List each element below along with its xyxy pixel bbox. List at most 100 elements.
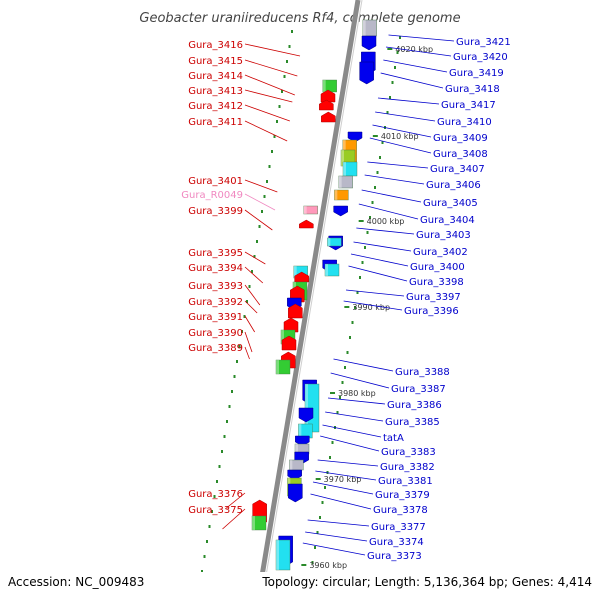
tick-mark-left — [221, 450, 223, 453]
tick-mark-right — [324, 486, 326, 489]
gene-block-shine — [327, 238, 331, 246]
gene-label-left: Gura_3413 — [188, 86, 243, 97]
kbp-label: 3980 kbp — [338, 389, 376, 398]
kbp-label: 4010 kbp — [381, 132, 419, 141]
forward-gene-arrow — [283, 317, 299, 333]
gene-label-left: Gura_3389 — [188, 343, 243, 354]
reverse-gene-arrow — [347, 131, 363, 143]
gene-label-left: Gura_3401 — [188, 176, 243, 187]
tick-mark-left — [211, 510, 213, 513]
gene-label-right: Gura_3373 — [367, 551, 422, 562]
tick-mark-right — [311, 561, 314, 564]
tick-mark-right — [351, 321, 354, 324]
tick-mark-right — [359, 276, 361, 279]
tick-mark-left — [238, 345, 241, 348]
tick-mark-right — [386, 111, 389, 114]
gene-block — [327, 237, 342, 247]
gene-label-left: Gura_3376 — [188, 489, 243, 500]
tick-mark-right — [314, 546, 316, 549]
tick-mark-right — [321, 501, 324, 504]
reverse-gene-arrow — [288, 483, 303, 503]
gene-block — [334, 189, 349, 201]
gene-block-shine — [303, 206, 307, 214]
leader-line-right — [312, 481, 374, 495]
kbp-label: 3960 kbp — [309, 561, 347, 570]
kbp-label: 4000 kbp — [367, 217, 405, 226]
leader-line-right — [305, 531, 368, 542]
tick-mark-right — [329, 456, 331, 459]
tick-mark-left — [258, 225, 261, 228]
leader-line-right — [353, 241, 412, 252]
kbp-label: 3990 kbp — [352, 303, 390, 312]
gene-label-right: Gura_3402 — [413, 247, 468, 258]
footer-bar — [0, 572, 600, 600]
gene-block-shine — [281, 330, 284, 344]
leader-line-right — [330, 372, 390, 389]
gene-label-right: Gura_3377 — [371, 522, 426, 533]
leader-line-left — [244, 120, 288, 142]
tick-mark-left — [203, 555, 206, 558]
tick-mark-right — [339, 396, 341, 399]
gene-label-right: Gura_3417 — [441, 100, 496, 111]
gene-block-shine — [276, 540, 279, 570]
leader-line-right — [320, 435, 380, 452]
leader-line-left — [244, 331, 253, 353]
gene-label-left: Gura_3416 — [188, 40, 243, 51]
leader-line-left — [244, 89, 293, 103]
gene-label-left: Gura_3394 — [188, 263, 243, 274]
tick-mark-right — [396, 51, 399, 54]
gene-block — [303, 205, 318, 215]
forward-gene-arrow — [321, 111, 336, 123]
tick-mark-right — [391, 81, 394, 84]
tick-mark-right — [374, 186, 376, 189]
leader-line-left — [244, 284, 261, 306]
forward-gene-arrow — [281, 335, 297, 351]
gene-label-left: Gura_3412 — [188, 101, 243, 112]
leader-line-right — [377, 97, 440, 105]
gene-label-right: tatA — [383, 433, 404, 444]
gene-block-shine — [322, 80, 326, 92]
tick-mark-left — [266, 180, 268, 183]
leader-line-right — [317, 459, 379, 467]
reverse-gene-arrow — [298, 407, 314, 423]
gene-label-left: Gura_3391 — [188, 312, 243, 323]
leader-line-right — [348, 265, 408, 282]
gene-label-right: Gura_3396 — [404, 306, 459, 317]
tick-mark-left — [253, 255, 256, 258]
gene-label-right: Gura_3374 — [369, 537, 424, 548]
gene-block-shine — [293, 266, 297, 278]
map-title: Geobacter uraniireducens Rf4, complete g… — [139, 11, 460, 26]
tick-mark-right — [394, 66, 396, 69]
tick-mark-right — [366, 231, 369, 234]
leader-line-left — [244, 74, 295, 96]
gene-label-right: Gura_3382 — [380, 462, 435, 473]
leader-line-right — [310, 493, 372, 510]
leader-line-left — [244, 43, 301, 57]
leader-line-left — [244, 315, 256, 333]
gene-label-right: Gura_3405 — [423, 198, 478, 209]
tick-mark-right — [319, 516, 321, 519]
tick-mark-left — [228, 405, 231, 408]
tick-mark-left — [201, 570, 203, 573]
gene-label-right: Gura_3381 — [378, 476, 433, 487]
leader-line-left — [244, 193, 276, 211]
gene-label-right: Gura_3386 — [387, 400, 442, 411]
tick-mark-right — [344, 366, 346, 369]
tick-mark-left — [208, 525, 211, 528]
reverse-gene-arrow — [333, 205, 348, 217]
gene-label-right: Gura_3404 — [420, 215, 475, 226]
leader-line-left — [244, 179, 278, 193]
gene-block-shine — [252, 516, 255, 530]
tick-mark-left — [286, 60, 288, 63]
tick-mark-right — [364, 246, 366, 249]
tick-mark-left — [268, 165, 271, 168]
leader-line-right — [350, 253, 409, 267]
gene-label-left: Gura_3390 — [188, 328, 243, 339]
gene-label-right: Gura_3418 — [445, 84, 500, 95]
gene-label-right: Gura_3406 — [426, 180, 481, 191]
leader-line-right — [322, 424, 382, 438]
leader-line-right — [327, 397, 386, 405]
tick-mark-left — [276, 120, 278, 123]
leader-line-left — [244, 300, 258, 314]
